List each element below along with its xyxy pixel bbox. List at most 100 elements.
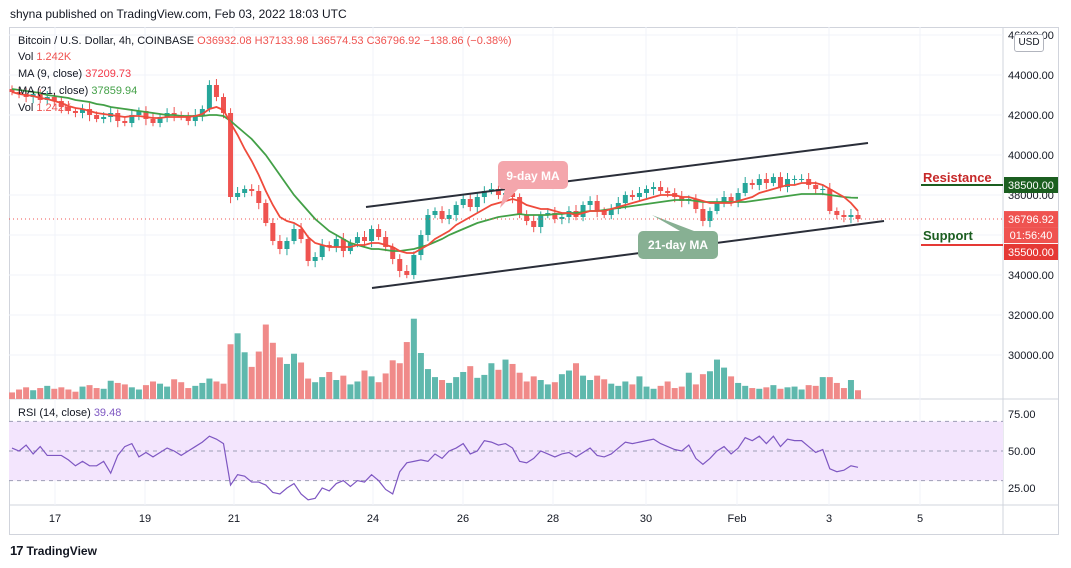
volume-bar [51,388,58,399]
candle-body [545,213,551,215]
time-tick-label: 19 [139,513,151,525]
candle-body [397,259,403,271]
volume-bar [551,382,558,399]
volume-bar [735,382,742,399]
candle-body [376,229,382,237]
volume-bar [326,371,333,399]
candle-body [474,197,480,207]
candle-body [855,215,861,219]
time-tick-label: 21 [228,513,240,525]
volume-bar [23,387,30,399]
legend-low: L36574.53 [311,35,364,47]
candle-body [213,85,219,97]
ma9-callout-box [498,161,568,189]
ma21-line [11,88,859,252]
volume-bar [30,390,37,399]
candle-body [573,211,579,217]
candle-body [298,229,304,239]
volume-bar [728,376,735,399]
volume-bar [347,384,354,399]
candle-body [312,257,318,261]
candle-body [517,197,523,215]
volume-bar [72,391,79,399]
candle-body [707,211,713,221]
volume-bar [58,387,65,399]
candle-body [411,255,417,275]
volume-bar [446,382,453,399]
candle-body [488,189,494,191]
currency-badge[interactable]: USD [1014,34,1044,52]
candle-body [319,245,325,257]
time-tick-label: 3 [826,513,832,525]
rsi-tick-label: 50.00 [1008,446,1036,458]
volume-bar [721,367,728,399]
volume-bar [135,389,142,399]
price-tag-box [1004,211,1058,228]
rsi-value: 39.48 [93,407,122,419]
symbol-legend: Bitcoin / U.S. Dollar, 4h, COINBASE O369… [18,35,512,48]
price-tick-label: 30000.00 [1008,350,1054,362]
countdown-tag-box [1004,227,1058,244]
candle-body [425,215,431,235]
time-tick-label: 26 [457,513,469,525]
candle-body [129,115,135,123]
volume-bar [291,353,297,399]
volume-bar [706,371,713,399]
volume-bar [777,388,784,399]
legend-high: H37133.98 [254,35,309,47]
ma21-callout-label: 21-day MA [648,238,708,252]
candle-body [340,239,346,251]
candle-body [235,193,241,197]
candle-body [136,111,142,115]
tradingview-logo-icon: 17 [10,543,24,558]
volume-bar [206,378,213,399]
candle-body [80,109,85,113]
candle-body [37,94,43,100]
volume-bar [699,374,706,399]
footer-brand[interactable]: 17 TradingView [10,543,97,558]
volume-bar [784,387,791,399]
volume-bar [213,381,220,399]
ma9-callout-label: 9-day MA [506,169,560,183]
candle-body [362,237,367,241]
volume-bar [361,370,368,399]
vol-label: Vol [18,51,34,63]
candle-body [721,197,727,203]
candle-body [9,89,15,92]
rsi-tick-label: 25.00 [1008,483,1036,495]
footer-brand-label: TradingView [26,543,97,558]
volume-bar [312,382,319,399]
candle-body [263,203,269,223]
volume-bar [100,388,107,399]
time-tick-label: 28 [547,513,559,525]
volume-bar [692,384,699,399]
volume-bar [685,372,692,399]
volume-bar [333,380,340,399]
candle-body [122,121,128,123]
candle-body [58,101,64,107]
volume-bar [601,379,608,399]
volume-bar [756,388,763,399]
candle-body [510,193,516,197]
volume-bar [417,353,424,399]
legend-close: C36796.92 [366,35,421,47]
candle-body [594,201,600,211]
volume-bar [805,385,812,399]
candle-body [700,209,706,221]
volume-bar [749,388,756,399]
candle-body [820,189,826,190]
volume-bar [178,382,185,399]
candle-body [714,203,720,211]
time-tick-label: Feb [728,513,747,525]
vol-value: 1.242K [36,51,72,63]
candle-body [383,237,389,247]
candle-body [439,211,445,219]
candle-body [354,237,360,243]
volume-bar [262,324,269,399]
candle-body [270,223,276,241]
volume-bar [227,344,234,399]
volume-bar [629,384,636,399]
resistance-tag-box [1004,177,1058,193]
volume-bar [319,377,326,399]
